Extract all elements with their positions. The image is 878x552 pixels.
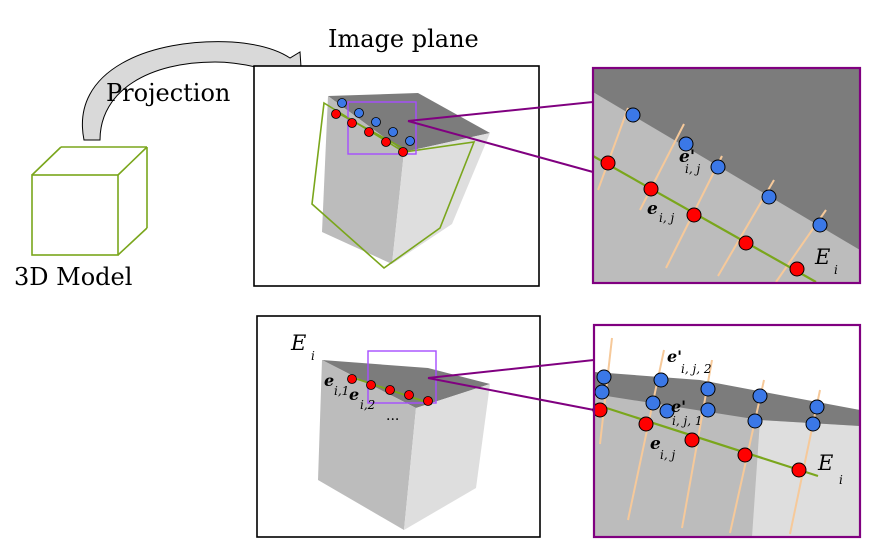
label-edge-top-sub: i: [834, 263, 838, 277]
zoom-panel-top: [591, 66, 862, 285]
label-e-prime-2-sub: i, j, 2: [681, 362, 711, 376]
red-points-top-small: [331, 109, 408, 157]
label-e2: e: [349, 385, 359, 404]
label-edge-bottom-left-sub: i: [311, 349, 315, 363]
label-e-prime-1-sub: i, j, 1: [672, 414, 702, 428]
label-e-bottom: e: [650, 434, 661, 454]
label-e-prime-top-sub: i, j: [685, 162, 700, 176]
zoom-connector-top-b: [407, 120, 594, 173]
model-label: 3D Model: [14, 263, 132, 291]
label-edge-bottom-right: E: [817, 451, 833, 475]
zoom-panel-bottom: [592, 323, 862, 539]
label-e2-sub: i,2: [360, 398, 375, 412]
zoom-connector-bottom-b: [427, 377, 595, 411]
label-e-prime-1: e': [671, 397, 686, 416]
label-e-top-sub: i, j: [659, 211, 674, 225]
blue-points-top-small: [337, 98, 415, 146]
selection-box-top: [347, 101, 417, 155]
label-e1-sub: i,1: [334, 384, 349, 398]
label-e-top: e: [647, 199, 658, 219]
label-e-prime-2: e': [667, 347, 682, 366]
image-plane-title: Image plane: [328, 25, 479, 53]
cube-3d-model: [31, 146, 148, 256]
projected-object-top: [311, 93, 490, 270]
label-e-bottom-sub: i, j: [660, 448, 675, 462]
label-e1: e: [324, 371, 334, 390]
red-points-bottom-small: [347, 374, 433, 406]
label-edge-bottom-right-sub: i: [839, 473, 843, 487]
label-edge-top: E: [814, 245, 830, 269]
label-edge-bottom-left: E: [290, 331, 306, 355]
projection-label: Projection: [106, 79, 230, 107]
label-e-prime-top: e': [679, 147, 695, 167]
label-dots: ...: [386, 408, 399, 424]
